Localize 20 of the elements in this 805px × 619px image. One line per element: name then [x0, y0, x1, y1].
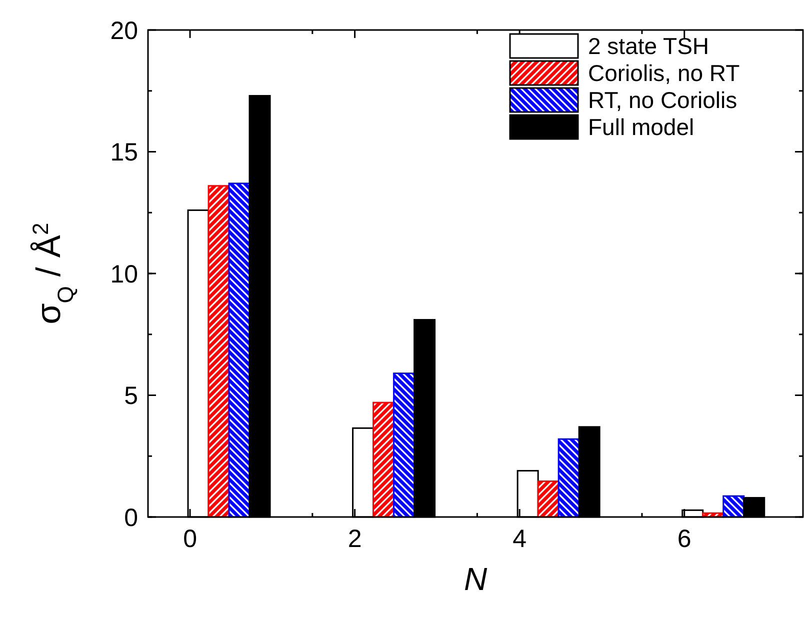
x-axis-title: N: [464, 561, 488, 597]
y-tick-label: 10: [110, 260, 138, 288]
legend-label: 2 state TSH: [588, 33, 710, 60]
y-tick-label: 0: [124, 504, 138, 532]
x-tick-label: 4: [512, 525, 527, 553]
y-tick-label: 5: [124, 382, 138, 410]
y-tick-label: 15: [110, 138, 138, 166]
x-tick-label: 6: [677, 525, 692, 553]
bar: [228, 182, 250, 518]
bar: [537, 480, 560, 518]
bar: [208, 185, 230, 518]
x-tick-label: 0: [183, 525, 197, 553]
legend-label: Coriolis, no RT: [588, 60, 740, 86]
bar: [558, 438, 580, 518]
bar: [393, 372, 416, 518]
bar: [372, 402, 395, 518]
legend-label: Full model: [588, 114, 694, 140]
legend-label: RT, no Coriolis: [588, 87, 738, 114]
x-tick-label: 2: [348, 525, 362, 553]
y-tick-label: 20: [110, 16, 138, 45]
